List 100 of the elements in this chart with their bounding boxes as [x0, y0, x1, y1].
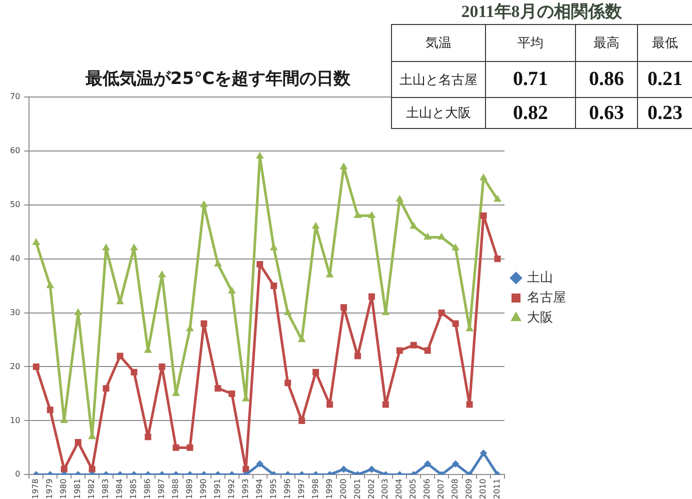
x-tick-label: 1991	[212, 478, 222, 499]
x-tick-label: 2004	[394, 478, 404, 499]
text: 気温	[392, 24, 486, 62]
y-tick-label: 0	[15, 470, 20, 479]
x-tick-label: 2006	[422, 478, 432, 499]
point	[186, 444, 194, 451]
point	[284, 308, 292, 316]
point	[200, 200, 208, 208]
x-tick-label: 1980	[59, 478, 68, 499]
point	[172, 444, 180, 451]
point	[354, 211, 362, 218]
x-tick-label: 1992	[226, 478, 236, 499]
x-tick-label: 1993	[240, 478, 250, 499]
y-tick-label: 60	[10, 146, 20, 156]
point	[158, 270, 166, 278]
point	[368, 293, 375, 300]
point	[424, 232, 432, 240]
point	[396, 194, 404, 202]
point	[256, 152, 264, 159]
point	[410, 342, 417, 348]
point	[158, 363, 166, 370]
x-tick-label: 1990	[199, 478, 208, 499]
point	[74, 308, 82, 316]
y-tick-label: 30	[10, 308, 20, 317]
point	[270, 282, 278, 290]
x-tick-label: 最高	[576, 24, 638, 62]
x-tick-label: 2009	[464, 478, 474, 499]
x-tick-label: 1981	[73, 478, 82, 499]
x-tick-label: 1996	[282, 478, 292, 499]
point	[480, 449, 488, 457]
point	[256, 460, 264, 468]
y-tick-label: 70	[10, 92, 20, 102]
point	[424, 347, 431, 354]
point	[88, 466, 96, 472]
x-tick-label: 1998	[310, 478, 320, 499]
point	[494, 194, 502, 202]
data-label: 0.86	[576, 62, 638, 98]
x-tick-label: 2011	[492, 478, 502, 499]
point	[424, 460, 432, 468]
x-tick-label: 1984	[115, 478, 124, 499]
point	[382, 401, 389, 408]
y-tick-label: 土山と大阪	[392, 98, 486, 128]
point	[228, 286, 236, 294]
point	[32, 238, 40, 245]
x-tick-label: 2002	[366, 478, 376, 499]
chart-title: 最低気温が25℃を超す年間の日数	[85, 69, 351, 89]
point	[130, 368, 138, 376]
x-tick-label: 1985	[129, 478, 138, 499]
point	[480, 173, 488, 180]
point	[284, 380, 292, 386]
x-tick-label: 1982	[87, 478, 96, 499]
point	[214, 260, 222, 267]
x-tick-label: 1995	[268, 478, 278, 499]
point	[438, 310, 445, 316]
x-tick-label: 1979	[45, 478, 54, 499]
point	[368, 466, 376, 473]
point	[452, 460, 460, 468]
x-tick-label: 1994	[254, 478, 264, 499]
y-tick-label: 20	[10, 362, 20, 371]
x-tick-label: 2000	[338, 478, 348, 499]
point	[410, 222, 418, 229]
point	[228, 390, 236, 397]
x-tick-label: 1989	[185, 478, 194, 499]
legend-label: 大阪	[527, 310, 553, 326]
point	[116, 352, 124, 360]
point	[438, 232, 446, 240]
x-tick-label: 2007	[436, 478, 446, 499]
point	[102, 385, 110, 392]
point	[312, 222, 320, 229]
x-tick-label: 最低	[638, 24, 692, 62]
x-tick-label: 1999	[324, 478, 334, 499]
x-tick-label: 1987	[157, 478, 166, 499]
x-tick-label: 2005	[408, 478, 418, 499]
y-tick-label: 40	[10, 254, 20, 263]
data-label: 0.23	[638, 98, 692, 128]
x-tick-label: 2008	[450, 478, 460, 499]
x-tick-label: 2001	[352, 478, 362, 499]
x-tick-label: 平均	[486, 24, 576, 62]
chart-title: 2011年8月の相関係数	[460, 1, 623, 23]
point	[298, 417, 306, 424]
x-tick-label: 1978	[31, 478, 40, 499]
point	[396, 347, 403, 354]
point	[214, 385, 222, 392]
point	[466, 401, 473, 408]
point	[340, 162, 348, 170]
data-label: 0.82	[486, 98, 576, 128]
point	[340, 466, 348, 473]
data-label: 0.21	[638, 62, 692, 98]
point	[368, 211, 376, 218]
x-tick-label: 1986	[143, 478, 152, 499]
point	[340, 304, 347, 311]
point	[130, 243, 138, 250]
y-tick-label: 10	[10, 416, 20, 425]
y-tick-label: 土山と名古屋	[392, 62, 486, 98]
point	[74, 439, 82, 446]
data-label: 0.63	[576, 98, 638, 128]
point	[60, 466, 68, 472]
legend-label: 名古屋	[527, 290, 566, 306]
y-tick-label: 50	[10, 200, 20, 209]
point	[256, 260, 264, 268]
